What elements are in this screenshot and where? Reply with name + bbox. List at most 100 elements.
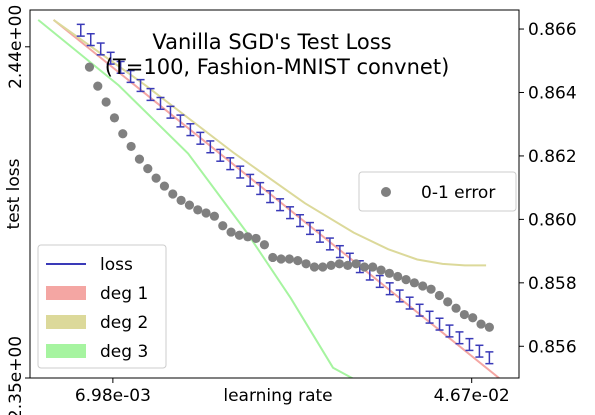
chart-title-line-1: Vanilla SGD's Test Loss xyxy=(152,30,391,54)
loss-errorbar xyxy=(116,60,125,75)
loss-errorbar xyxy=(96,42,105,56)
legend-swatch xyxy=(381,187,391,197)
loss-errorbar xyxy=(196,131,205,145)
loss-errorbar xyxy=(335,244,344,259)
error-point xyxy=(484,322,494,332)
x-tick-label: 6.98e-03 xyxy=(75,386,151,406)
error-point xyxy=(276,254,286,264)
error-point xyxy=(243,232,253,242)
error-point xyxy=(426,284,436,294)
loss-errorbar xyxy=(156,96,165,111)
left-tick-label: 2.35e+00 xyxy=(6,336,26,415)
legend-label: 0-1 error xyxy=(421,183,495,203)
error-point xyxy=(443,297,453,307)
loss-errorbar xyxy=(266,190,275,204)
legend-swatch xyxy=(46,286,86,300)
loss-errorbar xyxy=(86,32,95,47)
error-point xyxy=(334,259,345,269)
loss-errorbar xyxy=(445,324,454,338)
error-point xyxy=(126,141,136,152)
loss-errorbar xyxy=(465,337,474,352)
legend-label: deg 2 xyxy=(100,313,148,333)
legend-entry-loss: loss xyxy=(46,255,133,275)
legend-label: deg 3 xyxy=(100,342,148,362)
loss-errorbar xyxy=(256,181,265,196)
error-point xyxy=(409,278,419,288)
error-point xyxy=(143,164,153,174)
right-tick-label: 0.860 xyxy=(528,210,577,230)
y-axis-label-left: test loss xyxy=(4,158,24,229)
right-tick-label: 0.858 xyxy=(528,274,577,294)
loss-errorbar xyxy=(216,148,225,162)
error-point xyxy=(393,271,403,282)
error-point xyxy=(401,275,411,285)
loss-errorbar xyxy=(166,105,175,119)
right-tick-label: 0.856 xyxy=(528,337,577,357)
loss-errorbar xyxy=(475,344,484,358)
legend-entry-deg-1: deg 1 xyxy=(46,284,148,304)
loss-errorbar xyxy=(425,310,434,324)
right-tick-label: 0.864 xyxy=(528,83,577,103)
error-point xyxy=(376,265,386,275)
error-point xyxy=(176,195,186,205)
loss-errorbar xyxy=(296,213,305,228)
error-point xyxy=(351,259,361,269)
error-point xyxy=(434,290,444,301)
error-series xyxy=(84,62,494,332)
error-point xyxy=(268,252,278,263)
error-point xyxy=(218,221,228,231)
fit-curve-deg-2 xyxy=(53,19,487,267)
legend-loss: loss deg 1 deg 2 deg 3 xyxy=(37,244,167,369)
loss-errorbar xyxy=(126,69,135,84)
loss-errorbar xyxy=(276,198,285,212)
loss-errorbar xyxy=(136,78,145,93)
legend-swatch xyxy=(46,344,86,358)
right-tick-label: 0.862 xyxy=(528,147,577,167)
x-axis-label: learning rate xyxy=(223,386,332,406)
loss-series xyxy=(76,23,494,365)
error-point xyxy=(168,189,178,199)
loss-errorbar xyxy=(415,303,424,317)
error-point xyxy=(226,227,236,237)
loss-errorbar xyxy=(455,331,464,345)
error-point xyxy=(93,81,103,91)
loss-errorbar xyxy=(176,114,185,128)
error-point xyxy=(293,256,303,266)
error-point xyxy=(326,260,336,270)
loss-errorbar xyxy=(375,274,384,289)
loss-errorbar xyxy=(435,317,444,331)
x-tick-label: 4.67e-02 xyxy=(434,386,510,406)
legend-error: 0-1 error xyxy=(358,171,517,212)
loss-errorbar xyxy=(226,157,235,171)
error-point xyxy=(459,309,469,320)
loss-errorbar xyxy=(146,87,155,102)
error-point xyxy=(201,208,211,218)
legend-label: loss xyxy=(100,255,133,275)
left-tick-label: 2.44e+00 xyxy=(6,5,26,89)
loss-errorbar xyxy=(236,165,245,179)
loss-errorbar xyxy=(405,296,414,310)
error-point xyxy=(451,303,461,313)
loss-errorbar xyxy=(76,23,85,37)
error-point xyxy=(359,262,370,272)
error-point xyxy=(209,211,220,221)
error-point xyxy=(468,313,478,323)
error-point xyxy=(309,262,320,272)
loss-errorbar xyxy=(305,221,314,236)
loss-errorbar xyxy=(385,282,394,296)
legend-entry-deg-3: deg 3 xyxy=(46,342,148,362)
error-point xyxy=(318,262,328,272)
legend-swatch xyxy=(46,315,86,329)
legend-box xyxy=(358,171,517,212)
error-point xyxy=(101,97,111,107)
right-tick-label: 0.866 xyxy=(528,20,577,40)
axis-ticks: 6.98e-03 4.67e-02 2.35e+00 2.44e+00 0.856 0.8… xyxy=(6,5,577,415)
loss-errorbar xyxy=(186,123,195,137)
error-point xyxy=(193,205,203,215)
loss-errorbar xyxy=(206,140,215,154)
error-point xyxy=(384,268,394,278)
error-point xyxy=(284,254,295,264)
error-point xyxy=(118,129,128,139)
